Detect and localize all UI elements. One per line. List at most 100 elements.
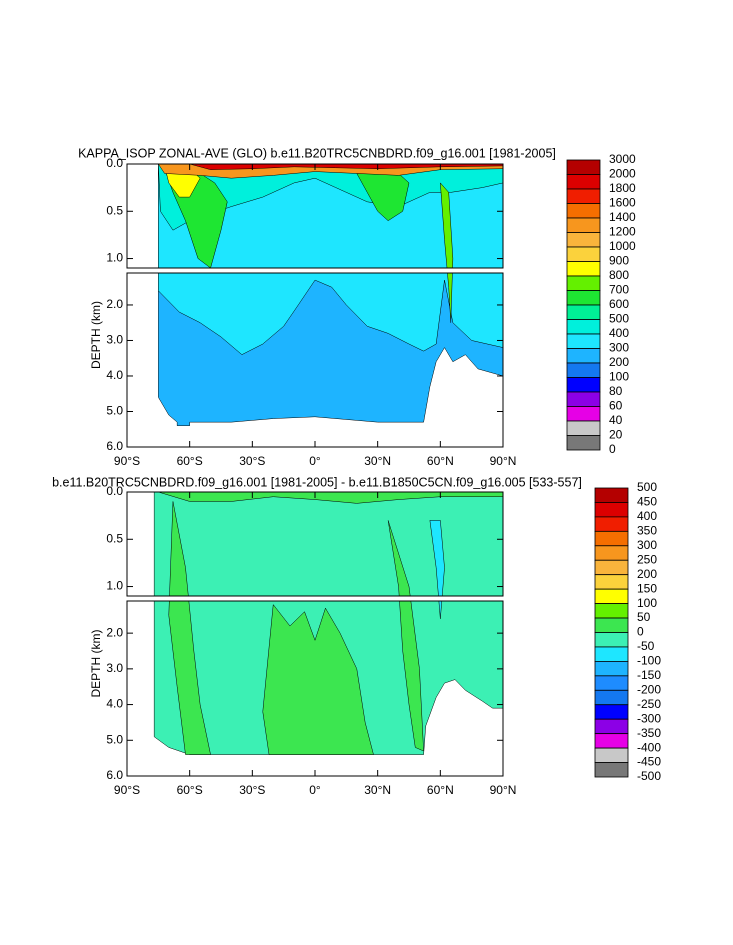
y-tick-label: 1.0: [106, 579, 123, 593]
x-tick-label: 30°N: [364, 783, 391, 797]
x-tick-label: 90°N: [490, 454, 517, 468]
colorbar-label: 0: [637, 625, 644, 639]
colorbar-label: 300: [609, 341, 629, 355]
colorbar-box: [594, 718, 629, 735]
colorbar-label: -400: [637, 740, 661, 754]
colorbar-label: 400: [609, 326, 629, 340]
colorbar-box: [566, 232, 601, 248]
colorbar-box: [594, 559, 629, 576]
colorbar-box: [594, 617, 629, 633]
colorbar-box: [566, 362, 601, 378]
x-tick-label: 0°: [309, 454, 321, 468]
colorbar-label: 450: [637, 495, 657, 509]
colorbar-box: [594, 675, 629, 691]
colorbar-box: [594, 530, 629, 547]
colorbar-box: [594, 689, 629, 706]
colorbar-box: [594, 704, 629, 720]
x-tick-label: 30°S: [239, 454, 265, 468]
colorbar-label: 900: [609, 254, 629, 268]
colorbar-label: 2000: [609, 167, 636, 181]
y-tick-label: 1.0: [106, 251, 123, 265]
panel: KAPPA_ISOP ZONAL-AVE (GLO) b.e11.B20TRC5…: [78, 146, 636, 468]
x-tick-label: 90°S: [114, 454, 140, 468]
colorbar-label: 400: [637, 509, 657, 523]
colorbar-label: 500: [609, 312, 629, 326]
y-axis-label: DEPTH (km): [89, 301, 103, 369]
colorbar-label: 250: [637, 552, 657, 566]
colorbar-label: -500: [637, 769, 661, 783]
contour-fill: [158, 163, 504, 355]
y-tick-label: 5.0: [106, 732, 123, 746]
colorbar-label: -300: [637, 711, 661, 725]
y-tick-label: 4.0: [106, 368, 123, 382]
contour-fill: [168, 501, 211, 755]
colorbar-box: [566, 377, 601, 393]
colorbar-box: [566, 174, 601, 190]
y-tick-label: 3.0: [106, 333, 123, 347]
x-tick-label: 30°S: [239, 783, 265, 797]
colorbar-label: 800: [609, 268, 629, 282]
colorbar-box: [594, 762, 629, 778]
colorbar-box: [566, 203, 601, 219]
colorbar-box: [594, 646, 629, 662]
colorbar-label: 1200: [609, 225, 636, 239]
colorbar-box: [594, 487, 629, 503]
x-tick-label: 60°S: [177, 783, 203, 797]
colorbar-label: -200: [637, 682, 661, 696]
colorbar-box: [566, 420, 601, 436]
colorbar-label: 1600: [609, 196, 636, 210]
colorbar-label: 150: [637, 581, 657, 595]
colorbar-box: [566, 406, 601, 422]
colorbar-label: 300: [637, 538, 657, 552]
x-tick-label: 30°N: [364, 454, 391, 468]
colorbar-box: [594, 574, 629, 590]
colorbar-box: [566, 159, 601, 175]
colorbar-box: [594, 502, 629, 518]
colorbar-box: [566, 348, 601, 364]
colorbar-label: -250: [637, 697, 661, 711]
y-tick-label: 2.0: [106, 297, 123, 311]
contour-fill: [440, 182, 454, 323]
contour-fill: [429, 520, 445, 619]
x-tick-label: 60°S: [177, 454, 203, 468]
colorbar-label: 700: [609, 283, 629, 297]
colorbar-label: -450: [637, 755, 661, 769]
colorbar-label: 600: [609, 297, 629, 311]
colorbar-box: [566, 435, 601, 451]
colorbar-label: -50: [637, 639, 655, 653]
colorbar-label: -150: [637, 668, 661, 682]
colorbar-box: [594, 661, 629, 677]
x-tick-label: 90°N: [490, 783, 517, 797]
axis-break: [126, 596, 504, 601]
colorbar-box: [594, 516, 629, 532]
contour-fill: [158, 163, 504, 231]
colorbar-label: 50: [637, 610, 651, 624]
colorbar-box: [566, 217, 601, 233]
x-tick-label: 60°N: [427, 454, 454, 468]
colorbar-box: [566, 290, 601, 306]
colorbar-label: 0: [609, 442, 616, 456]
colorbar-label: 1400: [609, 210, 636, 224]
colorbar-box: [566, 246, 601, 262]
y-tick-label: 0.0: [106, 484, 123, 498]
axis-break: [126, 268, 504, 273]
colorbar-label: 20: [609, 428, 623, 442]
colorbar-box: [566, 391, 601, 407]
colorbar-box: [566, 304, 601, 320]
x-tick-label: 60°N: [427, 783, 454, 797]
colorbar-box: [594, 733, 629, 749]
colorbar-box: [566, 275, 601, 291]
y-tick-label: 2.0: [106, 625, 123, 639]
y-tick-label: 6.0: [106, 439, 123, 453]
colorbar-label: -100: [637, 654, 661, 668]
y-axis-label: DEPTH (km): [89, 630, 103, 698]
colorbar-label: 60: [609, 399, 623, 413]
colorbar-box: [566, 261, 601, 277]
y-tick-label: 6.0: [106, 768, 123, 782]
colorbar-label: 350: [637, 524, 657, 538]
y-tick-label: 0.5: [106, 531, 123, 545]
colorbar-box: [594, 632, 629, 648]
y-tick-label: 3.0: [106, 661, 123, 675]
panel: b.e11.B20TRC5CNBDRD.f09_g16.001 [1981-20…: [52, 475, 661, 797]
